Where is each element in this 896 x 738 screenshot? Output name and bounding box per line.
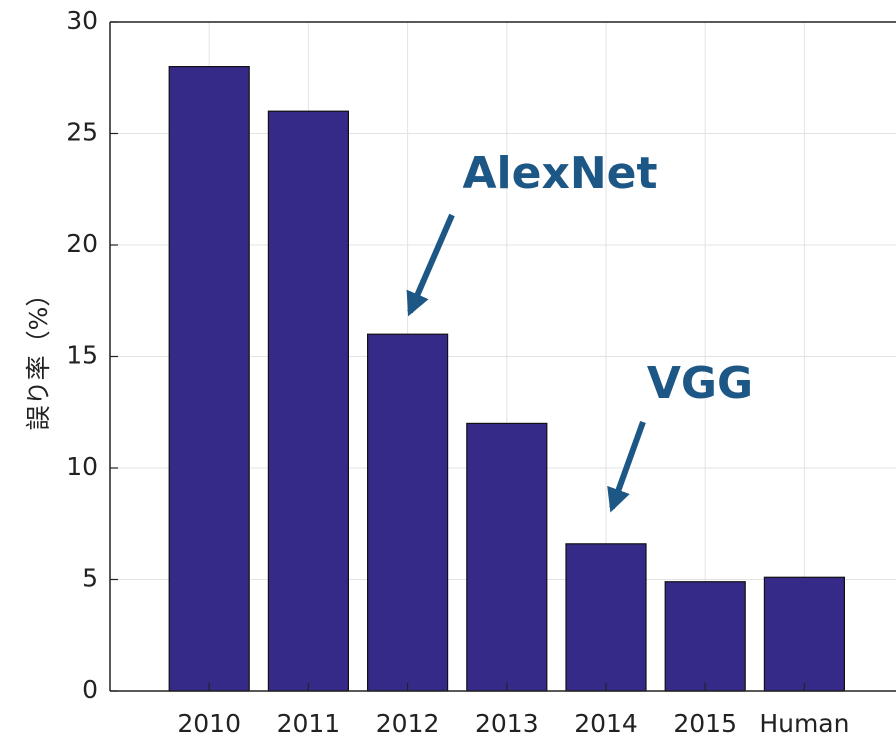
y-tick-label: 30	[66, 6, 98, 35]
annotation-arrow	[607, 420, 646, 513]
y-tick-label: 20	[66, 229, 98, 258]
x-tick-label: 2012	[376, 709, 440, 738]
bar	[565, 543, 647, 692]
y-tick-label: 25	[66, 118, 98, 147]
x-tick-label: 2010	[177, 709, 241, 738]
y-tick-label: 15	[66, 341, 98, 370]
bar	[267, 110, 349, 692]
bar	[367, 333, 449, 692]
bar	[466, 422, 548, 692]
bar	[168, 65, 250, 692]
bar	[763, 576, 846, 692]
x-tick-label: 2011	[277, 709, 341, 738]
annotation: VGG	[647, 358, 753, 409]
x-tick-label: 2014	[574, 709, 638, 738]
bar	[664, 581, 746, 692]
x-tick-label: 2013	[475, 709, 539, 738]
y-axis-label: 誤り率（%）	[24, 282, 53, 431]
x-tick-label: Human	[759, 709, 849, 738]
annotation-arrow	[406, 213, 455, 317]
y-tick-label: 5	[82, 564, 98, 593]
y-tick-label: 0	[82, 675, 98, 704]
annotation: AlexNet	[462, 148, 657, 199]
x-tick-label: 2015	[673, 709, 737, 738]
y-tick-label: 10	[66, 452, 98, 481]
